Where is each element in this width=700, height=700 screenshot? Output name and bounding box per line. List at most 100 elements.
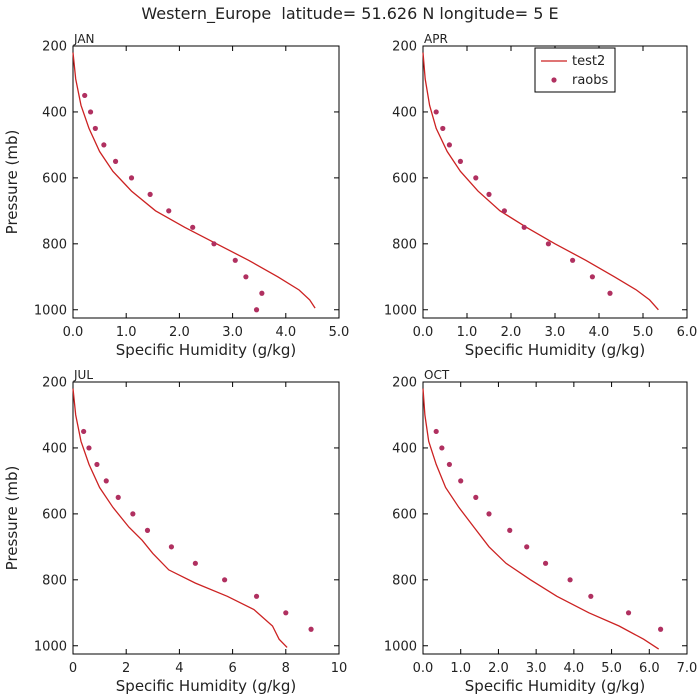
x-tick-label: 5.0 xyxy=(601,661,622,676)
obs-point xyxy=(439,445,445,451)
obs-point xyxy=(81,428,87,435)
obs-point xyxy=(253,593,260,599)
panel-jan: JAN 0.0 1.0 2.0 3.0 4.0 5.0 200 400 600 800 1000 Spe… xyxy=(3,32,349,359)
x-axis-label: Specific Humidity (g/kg) xyxy=(465,677,645,695)
x-tick-label: 5.0 xyxy=(329,325,350,340)
obs-point xyxy=(486,511,492,517)
plot-frame xyxy=(72,381,340,655)
x-tick-label: 7.0 xyxy=(677,661,698,676)
obs-point xyxy=(542,560,549,566)
y-tick-label: 800 xyxy=(42,573,67,588)
y-tick-label: 800 xyxy=(42,237,67,252)
obs-point xyxy=(446,461,452,468)
obs-point xyxy=(473,175,479,181)
y-tick-label: 1000 xyxy=(34,639,67,654)
obs-point xyxy=(128,175,135,181)
x-tick-label: 4.0 xyxy=(589,325,610,340)
y-axis-label: Pressure (mb) xyxy=(3,130,21,235)
obs-point xyxy=(87,109,94,115)
x-tick-label: 4.0 xyxy=(275,325,296,340)
x-tick-label: 4.0 xyxy=(564,661,585,676)
model-line-test2 xyxy=(72,52,316,309)
obs-point xyxy=(166,208,172,214)
x-axis-label: Specific Humidity (g/kg) xyxy=(116,341,296,359)
y-tick-label: 1000 xyxy=(384,303,417,318)
x-tick-label: 2 xyxy=(122,661,130,676)
x-tick-label: 6.0 xyxy=(639,661,660,676)
model-line-test2 xyxy=(422,388,660,650)
obs-point xyxy=(567,577,573,583)
panel-oct: OCT 0.0 1.0 2.0 3.0 4.0 5.0 6.0 7.0 200 400 600 800 1… xyxy=(384,368,697,695)
obs-point xyxy=(625,610,632,616)
obs-point xyxy=(486,191,492,197)
obs-point xyxy=(144,527,151,533)
obs-point xyxy=(190,224,196,230)
y-tick-label: 600 xyxy=(392,171,417,186)
plot-frame xyxy=(422,381,688,655)
y-tick-label: 200 xyxy=(42,40,67,55)
obs-point xyxy=(94,461,100,468)
obs-point xyxy=(147,191,153,197)
x-tick-label: 1.0 xyxy=(450,661,471,676)
x-tick-label: 0.0 xyxy=(413,661,434,676)
obs-point xyxy=(521,224,527,230)
obs-point xyxy=(433,428,439,435)
x-tick-label: 6 xyxy=(228,661,236,676)
panel-label: JUL xyxy=(73,368,93,382)
y-tick-label: 400 xyxy=(392,441,417,456)
x-tick-label: 3.0 xyxy=(545,325,566,340)
obs-point xyxy=(458,478,464,484)
obs-point xyxy=(259,290,265,296)
obs-point xyxy=(308,626,314,632)
obs-point xyxy=(130,511,136,517)
legend-box xyxy=(534,47,616,93)
y-tick-label: 600 xyxy=(42,507,67,522)
x-tick-label: 0 xyxy=(69,661,77,676)
x-tick-label: 1.0 xyxy=(116,325,137,340)
x-tick-label: 4 xyxy=(175,661,183,676)
obs-point xyxy=(440,125,446,132)
y-tick-label: 400 xyxy=(392,105,417,120)
obs-point xyxy=(658,626,664,632)
x-tick-label: 2.0 xyxy=(501,325,522,340)
panel-apr: APR 0.0 1.0 2.0 3.0 4.0 5.0 6.0 200 400 600 800 1000… xyxy=(384,32,697,359)
x-tick-label: 0.0 xyxy=(413,325,434,340)
y-tick-label: 600 xyxy=(42,171,67,186)
x-tick-label: 2.0 xyxy=(488,661,509,676)
x-axis-label: Specific Humidity (g/kg) xyxy=(116,677,296,695)
y-tick-label: 400 xyxy=(42,441,67,456)
obs-point xyxy=(473,494,479,500)
panel-label: OCT xyxy=(424,368,450,382)
x-tick-label: 2.0 xyxy=(169,325,190,340)
x-tick-label: 8 xyxy=(282,661,290,676)
y-tick-label: 400 xyxy=(42,105,67,120)
plot-frame xyxy=(72,45,340,319)
obs-point xyxy=(588,593,594,599)
y-tick-label: 200 xyxy=(42,376,67,391)
obs-point xyxy=(243,274,249,280)
obs-point xyxy=(86,445,92,451)
y-tick-label: 600 xyxy=(392,507,417,522)
obs-point xyxy=(112,158,119,164)
y-tick-label: 200 xyxy=(392,376,417,391)
y-tick-label: 800 xyxy=(392,237,417,252)
y-tick-label: 1000 xyxy=(384,639,417,654)
x-axis-label: Specific Humidity (g/kg) xyxy=(465,341,645,359)
legend: test2 raobs xyxy=(534,47,616,93)
x-tick-label: 10 xyxy=(331,661,348,676)
obs-point xyxy=(501,208,507,214)
obs-point xyxy=(211,241,217,247)
obs-point xyxy=(92,125,98,132)
legend-dot-swatch xyxy=(551,77,557,83)
panel-label: APR xyxy=(424,32,448,46)
obs-point xyxy=(101,142,107,148)
obs-point xyxy=(253,307,260,313)
y-tick-label: 1000 xyxy=(34,303,67,318)
obs-point xyxy=(115,494,121,500)
x-tick-label: 5.0 xyxy=(633,325,654,340)
x-tick-label: 0.0 xyxy=(63,325,84,340)
y-tick-label: 200 xyxy=(392,40,417,55)
obs-point xyxy=(103,478,109,484)
obs-point xyxy=(222,577,228,583)
